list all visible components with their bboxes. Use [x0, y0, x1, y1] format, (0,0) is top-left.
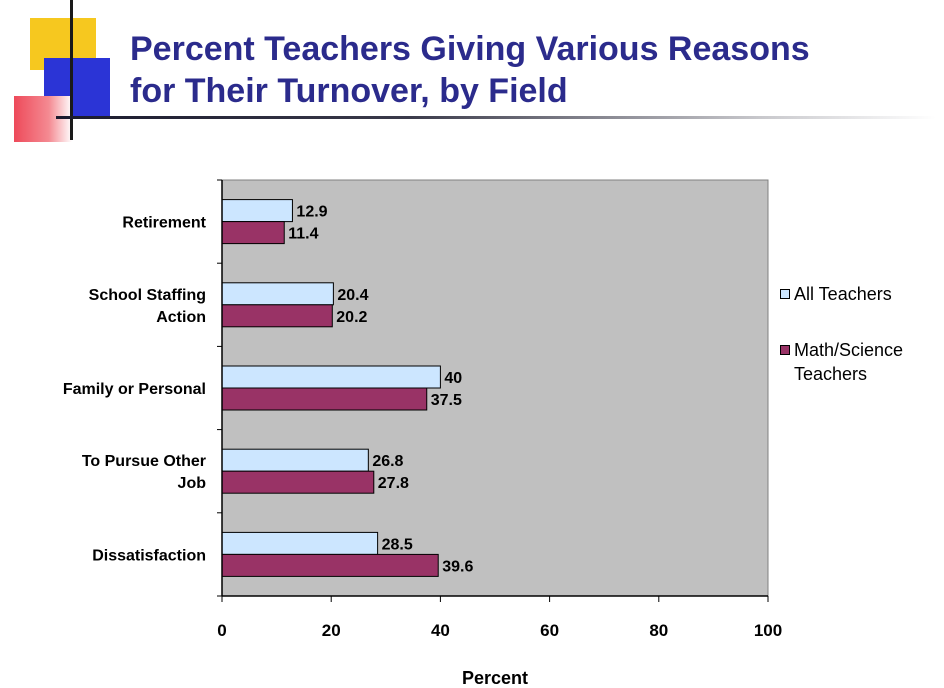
legend-swatch-math-science — [780, 345, 790, 355]
title-line-2: for Their Turnover, by Field — [130, 72, 568, 110]
data-label: 28.5 — [382, 536, 413, 553]
bar — [221, 531, 379, 555]
bar — [221, 282, 334, 306]
bar — [221, 365, 441, 389]
legend-label-math-science: Math/Science Teachers — [794, 340, 904, 384]
category-label: Retirement — [122, 215, 206, 232]
data-label: 26.8 — [372, 453, 403, 470]
category-label: To Pursue Other — [82, 453, 206, 470]
legend-swatch-all-teachers — [780, 289, 790, 299]
data-label: 27.8 — [378, 475, 409, 492]
slide-title: Percent Teachers Giving Various Reasons … — [130, 28, 930, 112]
category-label: Action — [156, 309, 206, 326]
chart-legend: All Teachers Math/Science Teachers — [780, 282, 944, 418]
decor-red-square — [14, 96, 72, 142]
decor-horizontal-line — [56, 116, 936, 119]
legend-item-math-science: Math/Science Teachers — [780, 338, 944, 386]
bar — [221, 553, 439, 577]
data-label: 20.2 — [336, 309, 367, 326]
x-tick-label: 40 — [431, 621, 450, 640]
x-axis-title: Percent — [462, 668, 528, 688]
legend-item-all-teachers: All Teachers — [780, 282, 944, 306]
category-label: Family or Personal — [63, 381, 206, 398]
data-label: 37.5 — [431, 392, 462, 409]
decor-vertical-line — [70, 0, 73, 140]
data-label: 11.4 — [288, 226, 318, 243]
data-label: 20.4 — [337, 287, 368, 304]
bar — [221, 304, 333, 328]
category-label: Dissatisfaction — [92, 547, 206, 564]
legend-label-all-teachers: All Teachers — [794, 284, 892, 304]
data-label: 40 — [444, 370, 462, 387]
x-tick-label: 60 — [540, 621, 559, 640]
x-tick-label: 80 — [649, 621, 668, 640]
data-label: 39.6 — [442, 558, 473, 575]
bar — [221, 448, 369, 472]
bar — [221, 387, 428, 411]
bar — [221, 470, 375, 494]
x-tick-label: 100 — [754, 621, 782, 640]
bar — [221, 199, 293, 223]
x-tick-label: 0 — [217, 621, 226, 640]
bar — [221, 221, 285, 245]
title-line-1: Percent Teachers Giving Various Reasons — [130, 30, 810, 68]
category-label: Job — [178, 475, 207, 492]
x-tick-label: 20 — [322, 621, 341, 640]
data-label: 12.9 — [296, 204, 327, 221]
category-label: School Staffing — [89, 287, 206, 304]
